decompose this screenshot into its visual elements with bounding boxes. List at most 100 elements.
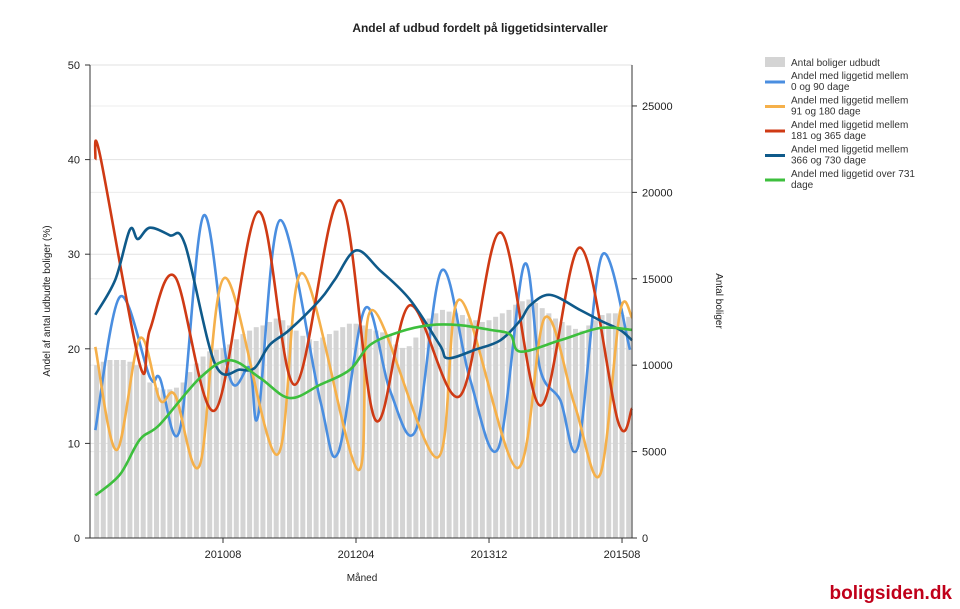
bar <box>473 320 479 538</box>
y-tick-label: 0 <box>74 533 80 545</box>
bar <box>227 344 233 538</box>
y-tick-label: 20 <box>68 344 80 356</box>
legend-label: 91 og 180 dage <box>791 107 861 118</box>
bar <box>380 332 386 538</box>
y2-tick-label: 10000 <box>642 360 673 372</box>
bar <box>300 335 306 538</box>
bar <box>373 330 379 538</box>
bar <box>413 337 419 538</box>
bar <box>233 339 239 538</box>
bar <box>466 318 472 538</box>
bar <box>533 302 539 538</box>
bar <box>313 340 319 538</box>
bar <box>273 318 279 538</box>
bar <box>459 315 465 538</box>
y2-tick-label: 0 <box>642 533 648 545</box>
bar <box>346 323 352 538</box>
bar <box>546 313 552 538</box>
bar <box>127 361 133 538</box>
y-axis-label: Andel af antal udbudte boliger (%) <box>42 225 53 376</box>
legend-swatch-bar <box>765 57 785 67</box>
bar <box>513 304 519 538</box>
bar <box>247 330 253 538</box>
bar <box>326 334 332 538</box>
brand-logo: boligsiden.dk <box>829 583 952 604</box>
x-tick-label: 201312 <box>471 549 508 561</box>
bar <box>260 325 266 538</box>
bar <box>572 328 578 538</box>
bar <box>506 309 512 538</box>
x-axis-label: Måned <box>347 572 378 584</box>
bar <box>626 316 632 538</box>
bar <box>207 351 213 538</box>
bar <box>592 320 598 538</box>
legend-label: Andel med liggetid over 731 <box>791 169 915 180</box>
series-line <box>94 323 633 497</box>
legend-label: Antal boliger udbudt <box>791 58 880 69</box>
bar <box>433 313 439 538</box>
bar <box>140 373 146 538</box>
bar <box>539 308 545 538</box>
legend-label: Andel med liggetid mellem <box>791 96 908 107</box>
y2-tick-label: 20000 <box>642 187 673 199</box>
bar <box>493 316 499 538</box>
bar <box>167 389 173 538</box>
bar <box>220 347 226 538</box>
bar <box>386 335 392 538</box>
legend-label: Andel med liggetid mellem <box>791 120 908 131</box>
bar <box>406 346 412 538</box>
bar <box>586 325 592 538</box>
bar <box>180 382 186 538</box>
bar <box>253 327 259 538</box>
bar <box>393 344 399 538</box>
bar <box>553 318 559 538</box>
bar <box>366 328 372 538</box>
bar <box>107 359 113 538</box>
bar <box>320 337 326 538</box>
bar <box>612 313 618 538</box>
y-tick-label: 50 <box>68 60 80 72</box>
legend-label: 181 og 365 dage <box>791 131 867 142</box>
bar <box>240 334 246 538</box>
bar <box>519 301 525 538</box>
legend-label: 0 og 90 dage <box>791 82 850 93</box>
bar <box>619 315 625 538</box>
x-tick-label: 201204 <box>338 549 375 561</box>
bar <box>353 323 359 538</box>
bar <box>94 365 100 538</box>
bar <box>100 361 106 538</box>
legend-label: Andel med liggetid mellem <box>791 145 908 156</box>
legend-label: Andel med liggetid mellem <box>791 71 908 82</box>
bar <box>160 389 166 538</box>
y2-axis-label: Antal boliger <box>713 273 724 329</box>
bar <box>426 318 432 538</box>
y2-tick-label: 15000 <box>642 274 673 286</box>
y-tick-label: 30 <box>68 249 80 261</box>
bar <box>147 382 153 538</box>
legend-label: dage <box>791 180 814 191</box>
bar <box>333 330 339 538</box>
bar <box>439 309 445 538</box>
legend-label: 366 og 730 dage <box>791 156 867 167</box>
series-line <box>93 139 634 433</box>
bar <box>287 325 293 538</box>
bar <box>479 321 485 538</box>
chart-title: Andel af udbud fordelt på liggetidsinter… <box>352 21 608 35</box>
bar <box>599 315 605 538</box>
bar <box>193 363 199 538</box>
y2-tick-label: 25000 <box>642 101 673 113</box>
x-tick-label: 201008 <box>205 549 242 561</box>
bar <box>293 330 299 538</box>
bar <box>267 321 273 538</box>
bar <box>134 365 140 538</box>
bar <box>453 313 459 538</box>
series-line <box>94 226 633 377</box>
bar <box>213 349 219 538</box>
y2-tick-label: 5000 <box>642 447 666 459</box>
bar <box>446 311 452 538</box>
x-tick-label: 201508 <box>604 549 641 561</box>
bar <box>559 321 565 538</box>
y-tick-label: 10 <box>68 438 80 450</box>
